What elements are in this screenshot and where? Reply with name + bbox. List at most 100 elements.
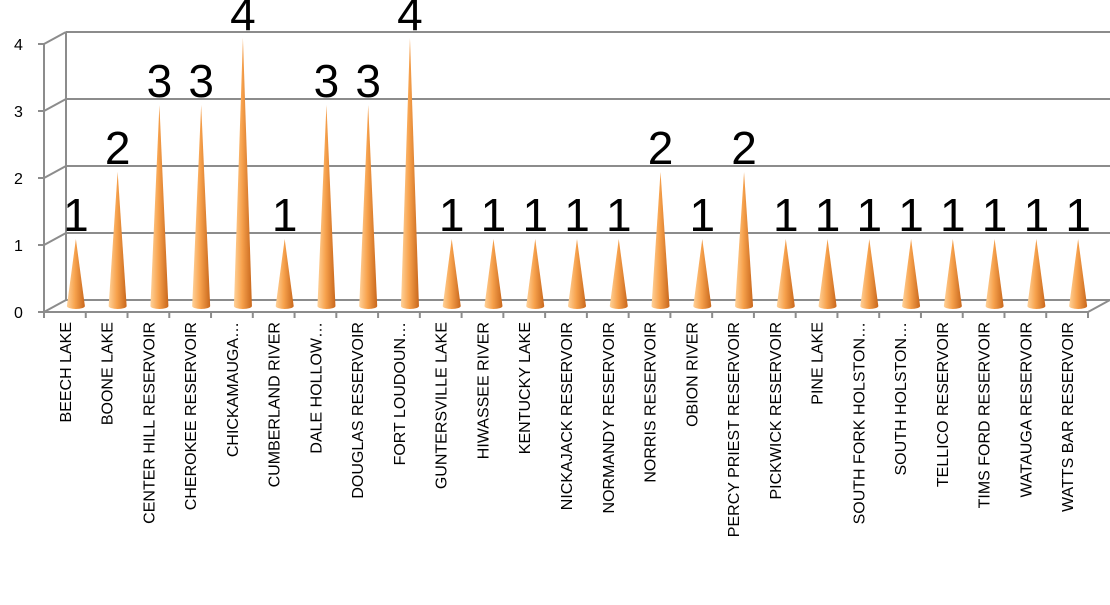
cone-bar — [776, 239, 795, 309]
data-label: 1 — [1024, 189, 1050, 241]
cone-bar — [484, 239, 503, 309]
category-label: BEECH LAKE — [58, 322, 75, 422]
cone-bar — [860, 239, 879, 309]
category-label: PICKWICK RESERVOIR — [768, 322, 785, 500]
cone-body — [400, 38, 419, 309]
cone-bar — [192, 105, 211, 309]
cone-bar — [985, 239, 1004, 309]
cone-bar — [818, 239, 837, 309]
category-label: CUMBERLAND RIVER — [267, 322, 284, 487]
cone-body — [442, 239, 461, 309]
cone-bar — [735, 172, 754, 309]
cone-body — [359, 105, 378, 309]
category-label: CENTER HILL RESERVOIR — [141, 322, 158, 524]
cone-bar — [400, 38, 419, 309]
cone-bar — [943, 239, 962, 309]
y-tick-label: 4 — [14, 37, 23, 54]
data-label: 2 — [648, 122, 674, 174]
data-label: 3 — [355, 55, 381, 107]
cone-body — [776, 239, 795, 309]
cone-body — [985, 239, 1004, 309]
y-tick-label: 3 — [14, 104, 23, 121]
category-label: OBION RIVER — [684, 322, 701, 427]
cone-bar — [1069, 239, 1088, 309]
x-axis: BEECH LAKE BOONE LAKE CENTER HILL RESERVOI… — [58, 322, 1077, 537]
cone-body — [233, 38, 252, 309]
category-label: CHICKAMAUGA… — [225, 322, 242, 457]
data-label: 1 — [522, 189, 548, 241]
cone-body — [651, 172, 670, 309]
cone-bar — [108, 172, 127, 309]
category-label: CHEROKEE RESERVOIR — [183, 322, 200, 510]
category-label: NORMANDY RESERVOIR — [601, 322, 618, 513]
category-label: GUNTERSVILLE LAKE — [434, 322, 451, 489]
gridline-wall — [43, 98, 67, 112]
cone-bar — [359, 105, 378, 309]
cone-body — [150, 105, 169, 309]
cone-body — [1027, 239, 1046, 309]
data-label: 1 — [439, 189, 465, 241]
cone-bar — [150, 105, 169, 309]
data-label: 1 — [815, 189, 841, 241]
category-label: SOUTH FORK HOLSTON… — [851, 322, 868, 524]
cone-bar — [609, 239, 628, 309]
cone-bar — [66, 239, 85, 309]
category-label: PINE LAKE — [810, 322, 827, 405]
cone-body — [317, 105, 336, 309]
floor-right-edge — [1087, 299, 1110, 313]
cone-bar — [693, 239, 712, 309]
data-label: 1 — [272, 189, 298, 241]
cone-body — [568, 239, 586, 309]
data-label: 4 — [230, 0, 256, 40]
data-label: 2 — [731, 122, 757, 174]
cone-body — [66, 239, 85, 309]
data-label: 3 — [188, 55, 214, 107]
category-label: WATAUGA RESERVOIR — [1018, 322, 1035, 497]
category-label: HIWASSEE RIVER — [475, 322, 492, 459]
cone-body — [943, 239, 962, 309]
data-label: 1 — [63, 189, 89, 241]
cone-body — [860, 239, 879, 309]
cone-bar — [442, 239, 461, 309]
cone-body — [526, 239, 545, 309]
gridline-wall — [43, 165, 67, 179]
data-label: 1 — [982, 189, 1008, 241]
category-label: DOUGLAS RESERVOIR — [350, 322, 367, 499]
cone-bar — [568, 239, 586, 309]
data-label: 1 — [564, 189, 590, 241]
data-label: 1 — [1065, 189, 1091, 241]
cone-body — [108, 172, 127, 309]
y-tick-label: 2 — [14, 171, 23, 188]
category-label: BOONE LAKE — [100, 322, 117, 425]
category-label: PERCY PRIEST RESERVOIR — [726, 322, 743, 537]
data-label: 3 — [314, 55, 340, 107]
data-label: 1 — [773, 189, 799, 241]
bars — [66, 38, 1088, 309]
cone-body — [693, 239, 712, 309]
cone-bar — [651, 172, 670, 309]
data-label: 1 — [606, 189, 632, 241]
gridline-wall — [43, 31, 67, 45]
data-label: 2 — [105, 122, 131, 174]
cone-body — [1069, 239, 1088, 309]
data-label: 3 — [147, 55, 173, 107]
data-label: 1 — [857, 189, 883, 241]
data-label: 4 — [397, 0, 423, 40]
cone-body — [275, 239, 294, 309]
category-label: TIMS FORD RESERVOIR — [977, 322, 994, 508]
data-label: 1 — [940, 189, 966, 241]
cone-bar — [233, 38, 252, 309]
cone-body — [818, 239, 837, 309]
category-label: NICKAJACK RESERVOIR — [559, 322, 576, 510]
cone-body — [902, 239, 921, 309]
cone-body — [192, 105, 211, 309]
data-label: 1 — [898, 189, 924, 241]
category-label: TELLICO RESERVOIR — [935, 322, 952, 487]
category-label: NORRIS RESERVOIR — [643, 322, 660, 483]
gridline-wall — [43, 232, 67, 246]
cone-body — [735, 172, 754, 309]
